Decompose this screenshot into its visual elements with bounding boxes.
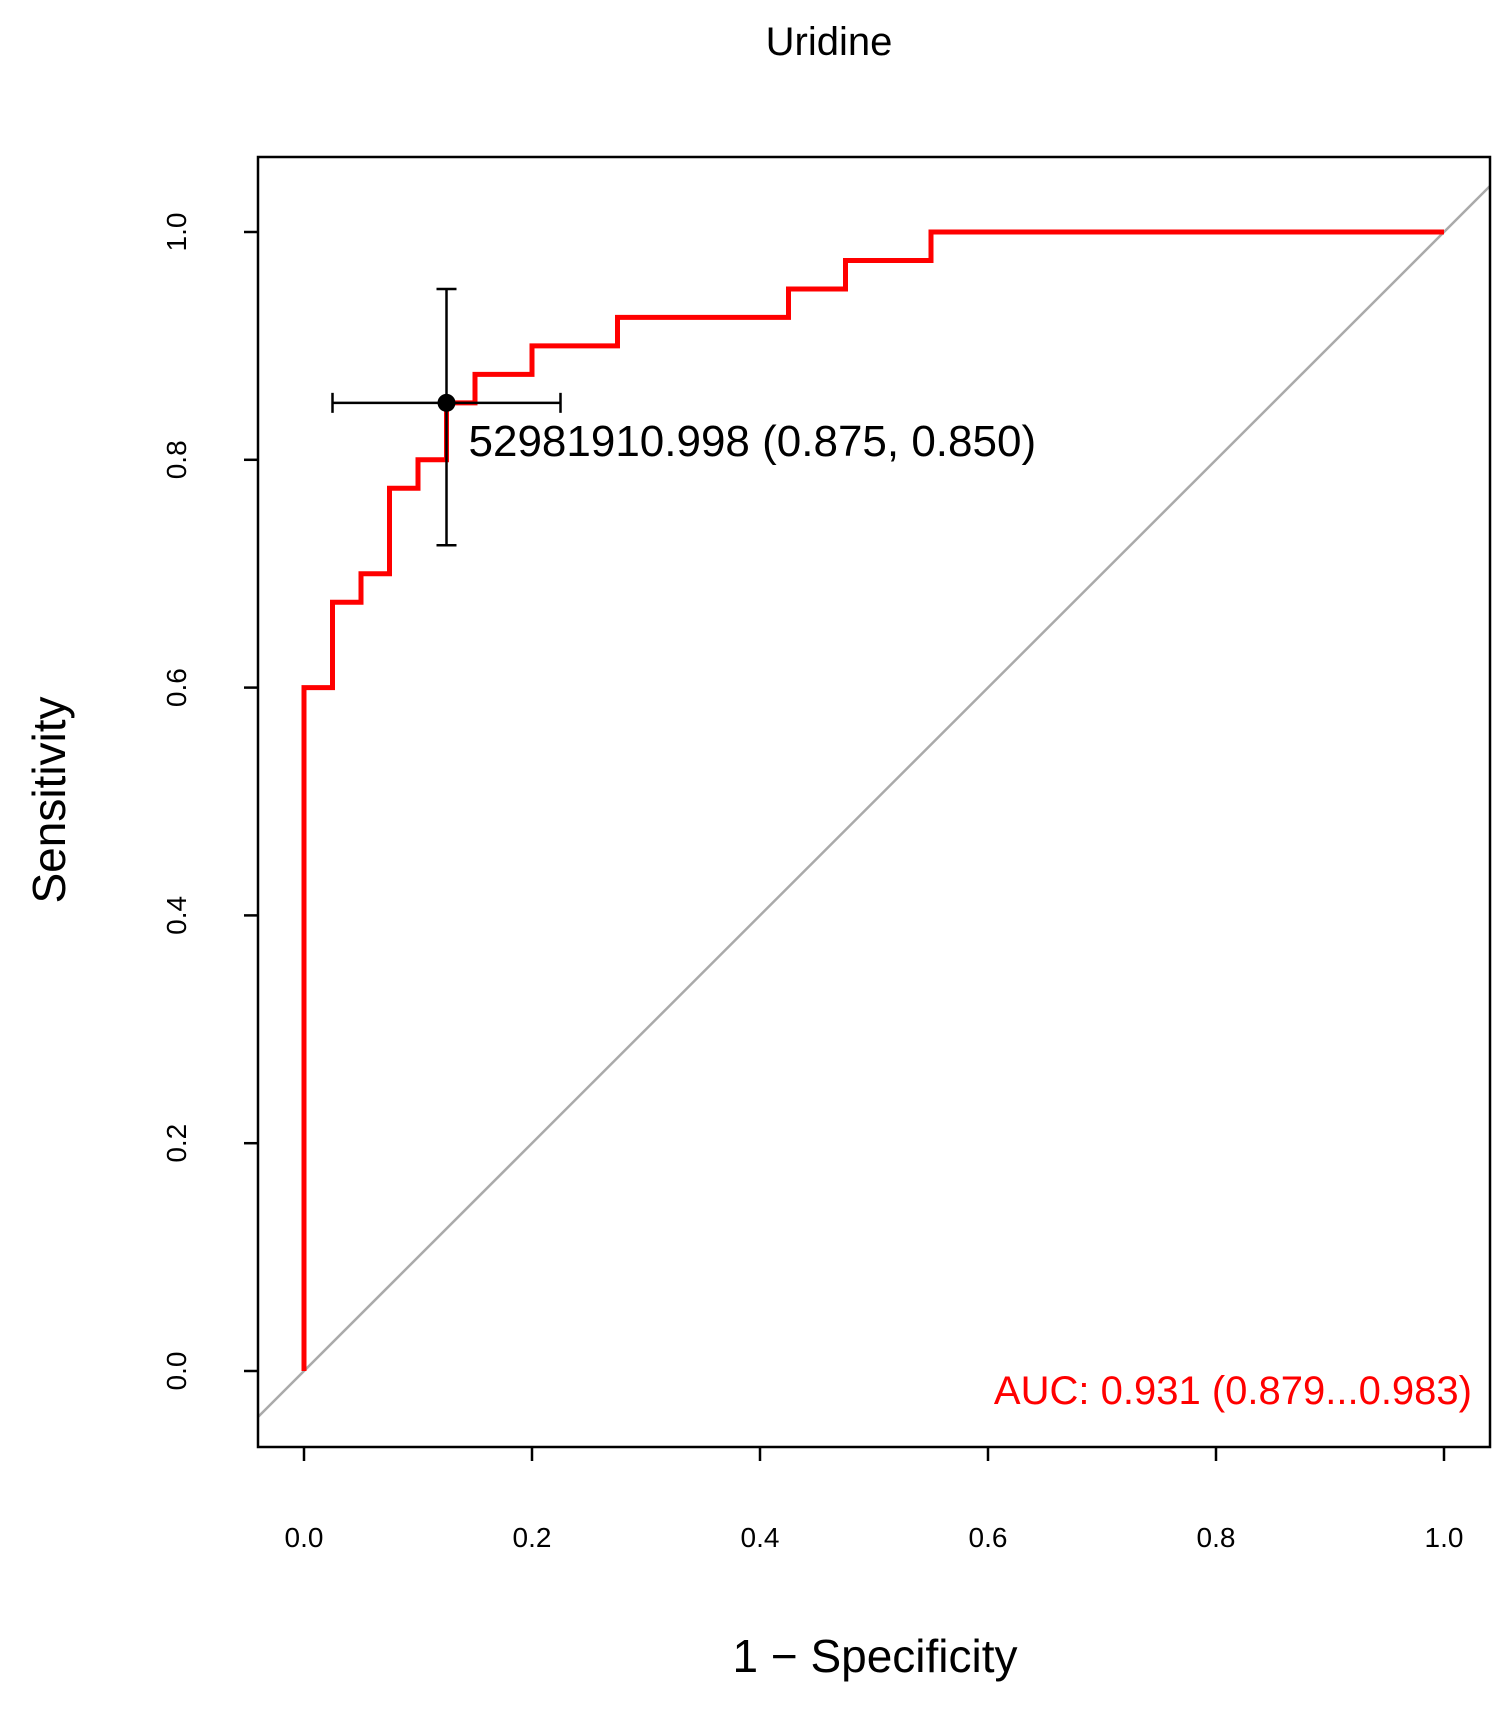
chart-title: Uridine — [766, 20, 893, 64]
x-tick-label: 0.8 — [1197, 1522, 1236, 1553]
x-tick-label: 0.0 — [285, 1522, 324, 1553]
x-axis-title: 1 − Specificity — [732, 1630, 1017, 1682]
threshold-point — [437, 393, 456, 412]
x-tick-label: 0.2 — [513, 1522, 552, 1553]
reference-diagonal-line — [257, 185, 1491, 1418]
x-tick-label: 1.0 — [1425, 1522, 1464, 1553]
plot-area: 0.0 0.2 0.4 0.6 0.8 1.0 0.0 0.2 0.4 0.6 0.8 1.0 — [161, 155, 1492, 1553]
y-tick-label: 0.4 — [161, 896, 192, 935]
y-tick-label: 0.6 — [161, 668, 192, 707]
x-tick-label: 0.6 — [969, 1522, 1008, 1553]
auc-label: AUC: 0.931 (0.879...0.983) — [994, 1369, 1472, 1413]
y-tick-label: 1.0 — [161, 213, 192, 252]
plot-frame — [256, 155, 1492, 1449]
y-axis-title: Sensitivity — [23, 696, 75, 903]
y-tick-label: 0.2 — [161, 1124, 192, 1163]
y-tick-label: 0.8 — [161, 440, 192, 479]
y-tick-label: 0.0 — [161, 1352, 192, 1391]
threshold-label: 52981910.998 (0.875, 0.850) — [469, 417, 1037, 466]
x-tick-label: 0.4 — [741, 1522, 780, 1553]
